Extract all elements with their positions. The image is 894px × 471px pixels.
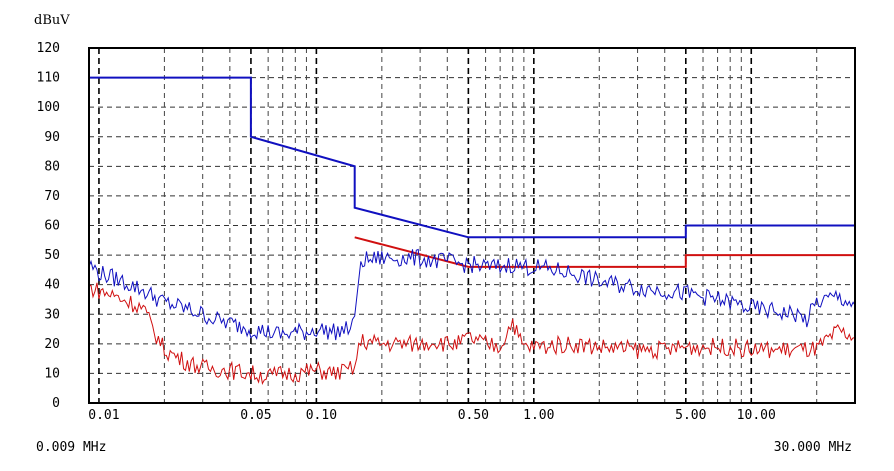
y-tick-label: 110 xyxy=(37,71,60,86)
y-tick-label: 20 xyxy=(44,337,60,352)
x-tick-label: 0.05 xyxy=(240,408,271,423)
y-tick-label: 70 xyxy=(44,189,60,204)
x-tick-label: 0.50 xyxy=(458,408,489,423)
plot-frame xyxy=(88,47,856,404)
y-tick-label: 80 xyxy=(44,159,60,174)
y-tick-labels: 0 10 20 30 40 50 60 70 80 90 100 110 120 xyxy=(37,41,60,411)
limit-line-0 xyxy=(89,76,855,239)
x-tick-label: 0.10 xyxy=(306,408,337,423)
y-tick-label: 40 xyxy=(44,278,60,293)
y-tick-label: 100 xyxy=(37,100,60,115)
chart-series xyxy=(88,76,856,386)
limit-line-1 xyxy=(354,236,855,268)
x-tick-label: 1.00 xyxy=(523,408,554,423)
y-tick-label: 0 xyxy=(52,396,60,411)
y-tick-label: 30 xyxy=(44,307,60,322)
y-unit-label: dBuV xyxy=(34,13,70,28)
x-tick-labels: 0.01 0.05 0.10 0.50 1.00 5.00 10.00 xyxy=(88,408,776,423)
x-tick-label: 0.01 xyxy=(88,408,119,423)
y-tick-label: 60 xyxy=(44,219,60,234)
y-tick-label: 50 xyxy=(44,248,60,263)
chart-grid xyxy=(88,48,855,403)
measurement-trace-2 xyxy=(88,248,856,341)
y-tick-label: 120 xyxy=(37,41,60,56)
y-tick-label: 10 xyxy=(44,366,60,381)
y-tick-label: 90 xyxy=(44,130,60,145)
x-tick-label: 5.00 xyxy=(675,408,706,423)
measurement-trace-3 xyxy=(88,282,855,386)
range-end-label: 30.000 MHz xyxy=(773,440,852,455)
x-tick-label: 10.00 xyxy=(737,408,776,423)
range-start-label: 0.009 MHz xyxy=(36,440,107,455)
